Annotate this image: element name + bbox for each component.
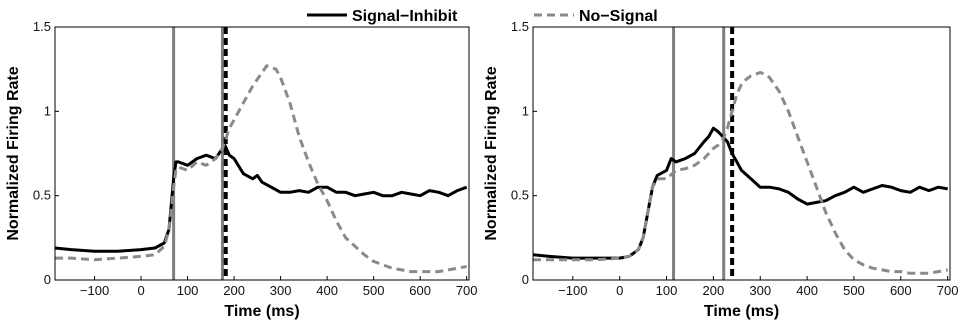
x-tick-label: 200 [223,283,245,298]
legend-label-signal-inhibit: Signal−Inhibit [352,8,458,25]
x-tick-label: 200 [703,283,725,298]
legend-label-no-signal: No−Signal [579,8,658,25]
y-tick-label: 0 [44,272,51,287]
series-line-signal-inhibit [532,126,948,260]
series-line-no-signal [55,64,467,274]
x-tick-label: −100 [80,283,109,298]
panel-left: −100 0 100 200 300 400 500 600 700 0 0.5 1 1.5 Time (… [5,19,478,320]
x-tick-label: 600 [890,283,912,298]
x-axis-label: Time (ms) [224,303,299,320]
x-tick-label: 700 [937,283,959,298]
x-tick-label: 500 [843,283,865,298]
y-tick-label: 1.5 [511,19,529,34]
axes-frame [532,26,951,281]
series-line-no-signal [533,71,948,275]
x-tick-label: 700 [456,283,478,298]
x-tick-label: 600 [409,283,431,298]
panel-right: −100 0 100 200 300 400 500 600 700 0 0.5 1 1.5 Time (… [483,19,959,320]
y-tick-label: 0.5 [33,188,51,203]
axes-frame [54,26,470,281]
x-tick-label: 0 [616,283,623,298]
y-axis-label: Normalized Firing Rate [483,66,500,240]
y-tick-label: 1.5 [33,19,51,34]
y-axis-label: Normalized Firing Rate [5,66,22,240]
y-tick-label: 1 [522,103,529,118]
y-tick-label: 0.5 [511,188,529,203]
x-tick-label: −100 [558,283,587,298]
series-line-signal-inhibit [54,143,468,253]
legend: Signal−Inhibit No−Signal [307,8,658,25]
x-tick-label: 300 [749,283,771,298]
x-tick-label: 100 [177,283,199,298]
x-axis-label: Time (ms) [704,303,779,320]
y-tick-label: 0 [522,272,529,287]
x-tick-label: 400 [796,283,818,298]
x-tick-label: 500 [363,283,385,298]
y-tick-label: 1 [44,103,51,118]
x-tick-label: 100 [656,283,678,298]
x-tick-label: 400 [316,283,338,298]
x-tick-label: 300 [270,283,292,298]
x-tick-label: 0 [137,283,144,298]
